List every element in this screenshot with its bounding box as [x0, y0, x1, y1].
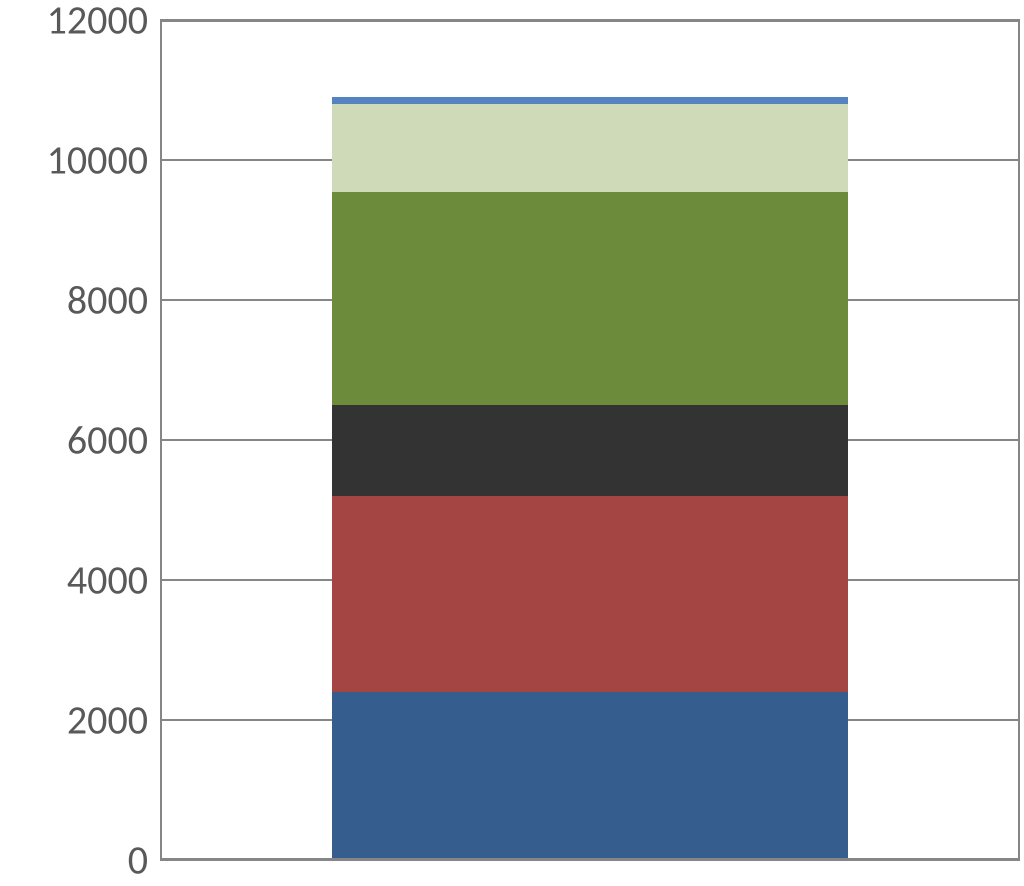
- plot-area: [160, 20, 1020, 860]
- y-tick-label: 12000: [0, 0, 148, 45]
- y-tick-label: 8000: [0, 276, 148, 325]
- y-tick-label: 0: [0, 836, 148, 885]
- bar-segment-series-4: [332, 192, 848, 406]
- gridline: [160, 19, 1020, 21]
- bar-segment-series-3: [332, 405, 848, 496]
- bar-segment-series-5: [332, 104, 848, 192]
- bar-segment-series-6: [332, 97, 848, 104]
- y-tick-label: 4000: [0, 556, 148, 605]
- bar-stack: [332, 97, 848, 860]
- y-tick-label: 10000: [0, 136, 148, 185]
- bar-segment-series-2: [332, 496, 848, 692]
- y-tick-label: 6000: [0, 416, 148, 465]
- bar-segment-series-1: [332, 692, 848, 860]
- y-tick-label: 2000: [0, 696, 148, 745]
- stacked-bar-chart: 0 2000 4000 6000 8000 10000 12000: [0, 0, 1024, 886]
